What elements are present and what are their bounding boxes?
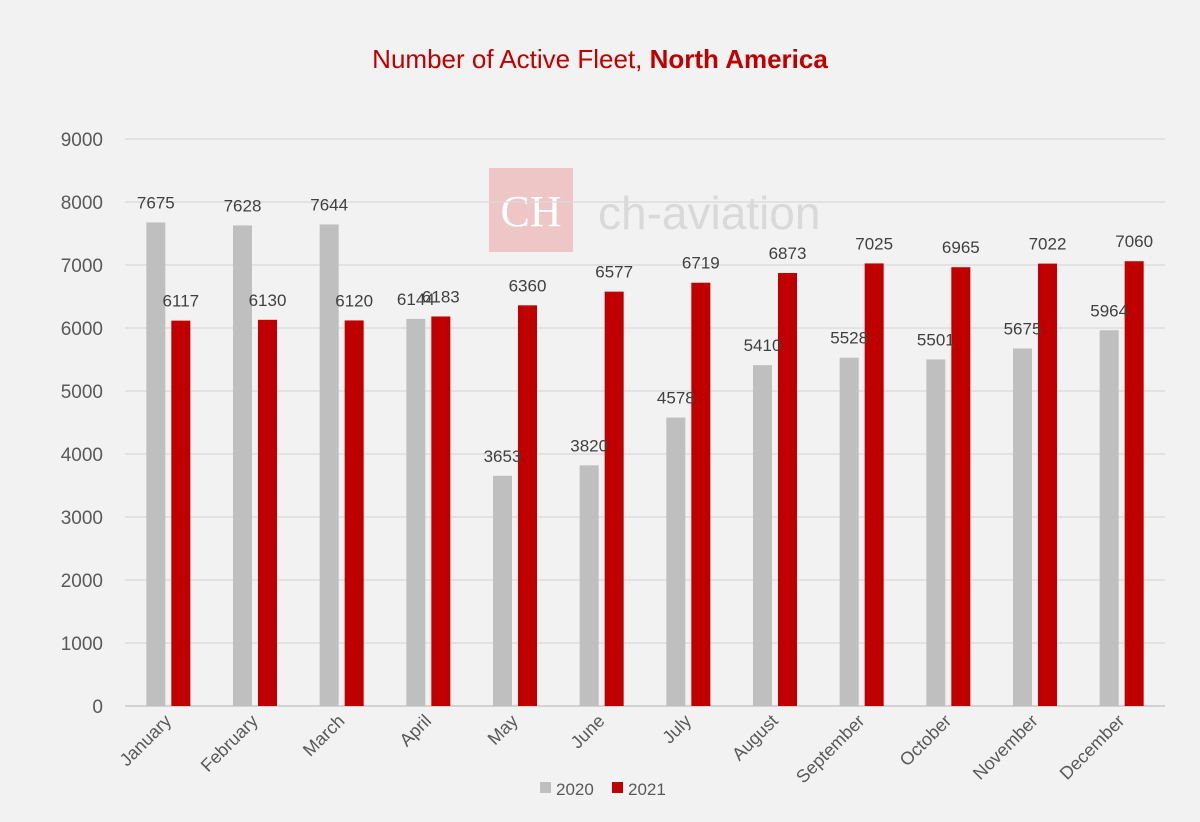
bar-2020-june: [579, 465, 599, 706]
y-tick-label: 3000: [61, 508, 103, 529]
bar-2021-april: [431, 316, 451, 706]
data-label: 5675: [1004, 319, 1042, 338]
data-label: 5964: [1090, 301, 1128, 320]
data-label: 3653: [484, 447, 522, 466]
y-tick-label: 1000: [61, 634, 103, 655]
chart-title: Number of Active Fleet, North America: [0, 44, 1200, 75]
data-label: 6965: [942, 238, 980, 257]
bar-2021-september: [864, 263, 884, 706]
bar-2021-august: [778, 273, 797, 706]
data-label: 6577: [595, 263, 633, 282]
watermark: CH ch-aviation: [489, 168, 820, 252]
data-label: 6183: [422, 287, 460, 306]
data-label: 7644: [310, 195, 348, 214]
bar-2021-may: [518, 305, 537, 706]
chart-title-bold: North America: [649, 44, 828, 74]
bar-2020-august: [753, 365, 772, 706]
x-tick-label: March: [299, 711, 349, 761]
x-tick-label: April: [396, 711, 436, 751]
data-label: 3820: [570, 436, 608, 455]
x-tick-label: August: [728, 711, 782, 765]
data-label: 7022: [1029, 235, 1067, 254]
bar-2020-july: [666, 417, 686, 706]
bar-2020-april: [406, 318, 426, 706]
legend-label-2021: 2021: [628, 780, 666, 799]
data-label: 6360: [509, 276, 547, 295]
data-label: 5501: [917, 330, 955, 349]
data-label: 6873: [769, 244, 807, 263]
bar-2021-february: [258, 319, 277, 706]
bar-2020-september: [839, 357, 859, 706]
y-tick-label: 2000: [61, 571, 103, 592]
bar-2021-june: [604, 291, 624, 706]
bar-2021-january: [171, 320, 191, 706]
y-tick-label: 9000: [61, 130, 103, 151]
bar-2021-july: [691, 282, 711, 706]
bar-2020-november: [1013, 348, 1032, 706]
bar-2020-may: [493, 475, 512, 706]
bar-2021-october: [951, 267, 971, 706]
data-label: 6130: [249, 291, 287, 310]
bar-2020-december: [1099, 330, 1119, 706]
x-tick-label: December: [1056, 711, 1129, 784]
y-tick-label: 6000: [61, 319, 103, 340]
x-tick-label: January: [116, 711, 175, 770]
data-label: 6120: [335, 291, 373, 310]
x-tick-label: July: [658, 711, 695, 748]
y-tick-label: 0: [92, 697, 103, 718]
data-label: 5528: [830, 329, 868, 348]
y-tick-label: 8000: [61, 193, 103, 214]
x-tick-label: February: [197, 711, 262, 776]
chart-title-text: Number of Active Fleet,: [372, 44, 650, 74]
data-label: 6719: [682, 254, 720, 273]
data-label: 7025: [855, 234, 893, 253]
data-label: 7628: [224, 196, 262, 215]
data-label: 7060: [1115, 232, 1153, 251]
bar-2020-october: [926, 359, 946, 706]
watermark-logo: [489, 168, 573, 252]
watermark-logo-text: CH: [500, 187, 561, 236]
legend-swatch-2020: [540, 782, 551, 793]
data-label: 6144: [397, 290, 435, 309]
bar-2021-november: [1038, 263, 1057, 706]
y-tick-label: 4000: [61, 445, 103, 466]
legend-label-2020: 2020: [556, 780, 594, 799]
y-tick-label: 5000: [61, 382, 103, 403]
bar-2020-january: [146, 222, 166, 706]
x-tick-label: May: [484, 711, 522, 749]
bar-2020-march: [319, 224, 339, 707]
x-tick-label: September: [792, 711, 868, 787]
watermark-text: ch-aviation: [598, 187, 820, 239]
x-tick-label: June: [567, 711, 609, 753]
data-label: 5410: [744, 336, 782, 355]
bar-2021-december: [1124, 261, 1144, 706]
data-label: 4578: [657, 389, 695, 408]
legend-swatch-2021: [612, 782, 623, 793]
bar-2021-march: [344, 320, 364, 706]
data-label: 6117: [163, 292, 200, 311]
x-tick-label: October: [896, 711, 955, 770]
bar-2020-february: [233, 225, 252, 706]
x-tick-label: November: [969, 711, 1042, 784]
data-label: 7675: [137, 193, 175, 212]
y-tick-label: 7000: [61, 256, 103, 277]
